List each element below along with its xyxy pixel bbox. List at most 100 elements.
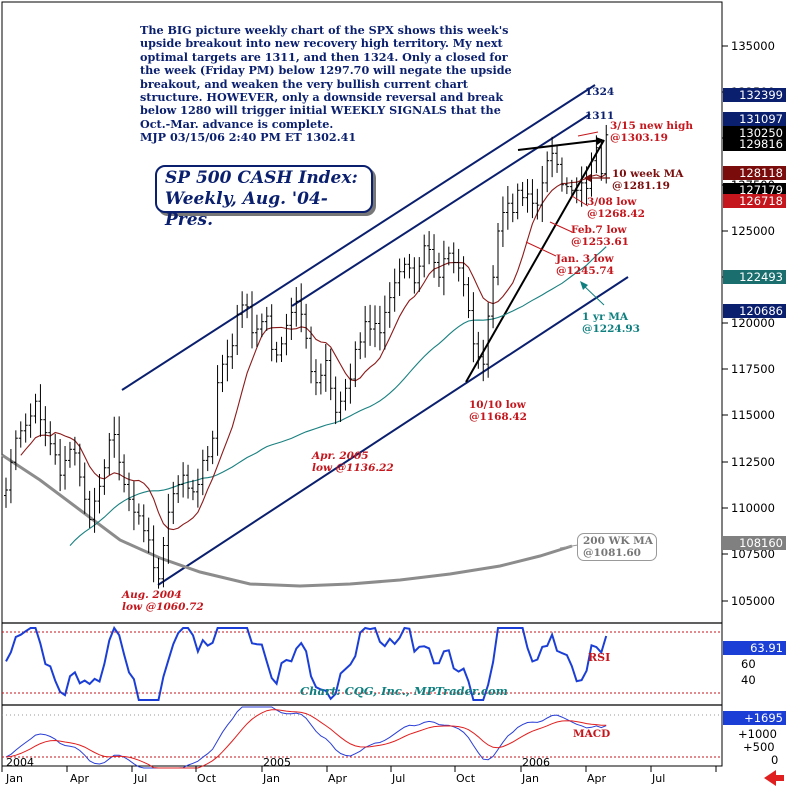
ohlc-bar [186, 464, 191, 499]
ohlc-bar [289, 297, 294, 341]
ohlc-bar [250, 291, 254, 349]
rsi-label: RSI [588, 651, 611, 664]
price-box-level: 127179 [723, 183, 786, 197]
ohlc-bar [53, 433, 58, 465]
ohlc-bar [466, 277, 471, 319]
ohlc-bar [505, 185, 510, 230]
low-0308-line1: 3/08 low [587, 196, 637, 208]
leader-ma10-arrow [584, 174, 591, 182]
ohlc-bar [535, 188, 540, 220]
ohlc-bar [441, 240, 446, 296]
ohlc-bar [436, 252, 441, 287]
ohlc-bar [294, 287, 299, 327]
chart-credit: Chart: CQG, Inc., MPTrader.com [300, 684, 508, 698]
ohlc-bar [254, 314, 259, 348]
wedge-apex-arrow [596, 137, 604, 145]
low-jan3-line1: Jan. 3 low [556, 253, 614, 265]
y-tick-label: 125000 [731, 224, 775, 238]
ohlc-bar [264, 306, 269, 331]
ohlc-bar [451, 242, 456, 274]
ohlc-bar [77, 443, 82, 487]
scroll-left-arrow-icon[interactable] [764, 770, 776, 786]
ma200-callout-box: 200 WK MA @1081.60 [577, 533, 657, 561]
ohlc-bar [205, 446, 210, 472]
ohlc-bar [373, 305, 377, 348]
x-year-label: 2005 [263, 756, 291, 769]
wedge-upper-line [517, 139, 603, 151]
x-tick-label: Apr [70, 772, 90, 785]
ohlc-bar [33, 393, 38, 424]
ohlc-bar [377, 305, 382, 351]
ohlc-bar [559, 157, 564, 192]
price-box-last: 129816 [723, 137, 786, 151]
ohlc-bar [82, 462, 87, 514]
ohlc-bar [564, 177, 569, 195]
commentary-line: Oct.-Mar. advance is complete. [140, 116, 334, 131]
ohlc-bar [520, 181, 525, 207]
ohlc-bar [284, 313, 289, 356]
commentary-line: structure. HOWEVER, only a downside reve… [140, 90, 504, 105]
new-high-line1: 3/15 new high [610, 120, 694, 132]
ohlc-bar [456, 248, 461, 282]
x-year-label: 2004 [6, 756, 34, 769]
x-tick-label: Jan [6, 772, 23, 785]
ohlc-bar [176, 475, 181, 503]
ohlc-bar [43, 406, 48, 447]
ohlc-bar [200, 449, 205, 496]
ohlc-bar [328, 348, 333, 401]
ohlc-bar [348, 363, 353, 404]
x-tick-label: Apr [587, 772, 607, 785]
ohlc-bar [471, 292, 476, 363]
commentary-line: the week (Friday PM) below 1297.70 will … [140, 63, 512, 78]
ohlc-bars [4, 124, 609, 589]
macd-axis-label: 0 [771, 753, 779, 767]
ohlc-bar [481, 339, 486, 382]
low-feb7-line2: @1253.61 [571, 236, 629, 248]
low-0308-label: 3/08 low @1268.42 [587, 196, 645, 220]
scroll-left-arrow-tail[interactable] [775, 775, 784, 781]
ohlc-bar [304, 303, 309, 349]
ohlc-bar [496, 223, 500, 286]
ohlc-bar [407, 253, 412, 279]
ohlc-bar [392, 268, 397, 312]
ohlc-bar [412, 257, 417, 294]
low-aug04-label: Aug. 2004 low @1060.72 [122, 589, 204, 613]
ohlc-bar [318, 363, 323, 395]
commentary-line: The BIG picture weekly chart of the SPX … [140, 23, 509, 37]
ohlc-bar [4, 477, 8, 508]
rsi-value-box: 63.91 [723, 641, 786, 655]
low-feb7-line1: Feb.7 low [571, 224, 627, 236]
ohlc-bar [23, 413, 28, 443]
ohlc-bar [67, 441, 72, 468]
ohlc-bar [540, 165, 545, 223]
price-box-ma10: 128118 [723, 166, 786, 180]
macd-signal-line [5, 709, 607, 769]
ohlc-bar [343, 378, 348, 411]
ohlc-bar [259, 313, 264, 338]
price-box-high: 130250 [723, 126, 786, 140]
ohlc-bar [353, 341, 358, 388]
ohlc-bar [333, 376, 338, 425]
ohlc-bar [240, 291, 245, 328]
ohlc-bar [269, 304, 274, 362]
low-apr05-label: Apr. 2005 low @1136.22 [312, 450, 394, 474]
low-feb7-label: Feb.7 low @1253.61 [571, 224, 629, 248]
y-tick-label: 120000 [731, 316, 775, 330]
ohlc-bar [555, 144, 560, 173]
ohlc-bar [245, 293, 250, 319]
ohlc-bar [8, 449, 13, 504]
ohlc-bar [313, 359, 318, 396]
ohlc-bar [589, 152, 594, 197]
ohlc-bar [461, 256, 466, 297]
chart-title-line2: Weekly, Aug. '04-Pres. [165, 189, 328, 230]
rsi-axis-label: 60 [741, 657, 756, 671]
price-box-1324: 132399 [723, 88, 786, 102]
ohlc-bar [299, 283, 304, 333]
x-tick-label: Jul [392, 772, 406, 785]
ohlc-bar [594, 135, 599, 174]
ohlc-bar [446, 246, 451, 266]
y-tick-label: 110000 [731, 501, 775, 515]
ohlc-bar [18, 421, 23, 448]
ohlc-bar [500, 196, 505, 248]
